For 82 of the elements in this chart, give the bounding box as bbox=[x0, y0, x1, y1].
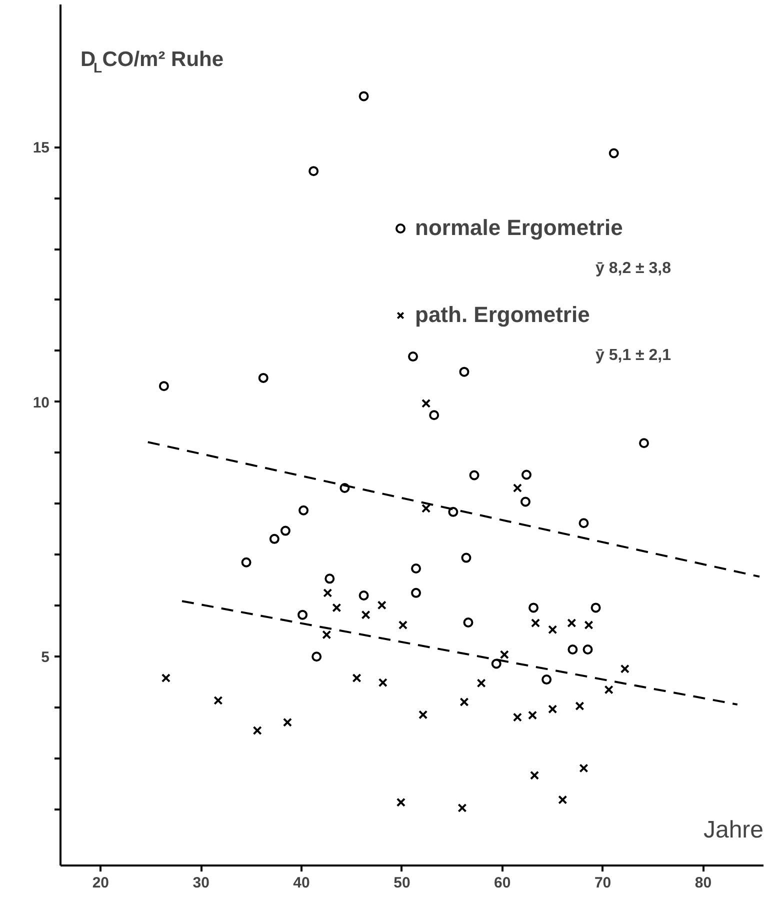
point bbox=[568, 644, 578, 654]
y-tick-label: 15 bbox=[32, 140, 50, 157]
point bbox=[520, 496, 530, 507]
point bbox=[298, 505, 309, 516]
x-tick-label: 40 bbox=[293, 874, 310, 892]
point bbox=[269, 534, 280, 544]
point bbox=[332, 603, 342, 612]
point bbox=[411, 588, 422, 598]
point bbox=[608, 148, 619, 158]
x-tick-label: 80 bbox=[694, 874, 712, 892]
x-tick-label: 30 bbox=[192, 874, 210, 892]
annotation: ȳ 5,1 ± 2,1 bbox=[596, 347, 672, 364]
x-tick-label: 60 bbox=[494, 874, 511, 892]
point bbox=[620, 664, 630, 674]
point bbox=[448, 506, 458, 517]
point bbox=[567, 618, 576, 628]
point bbox=[558, 795, 568, 804]
point bbox=[582, 644, 593, 654]
point bbox=[491, 658, 502, 669]
point bbox=[604, 685, 614, 694]
point bbox=[340, 482, 350, 493]
point bbox=[358, 590, 369, 600]
legend-label: normale Ergometrie bbox=[415, 214, 623, 242]
point bbox=[378, 678, 388, 688]
point bbox=[463, 617, 474, 628]
x-axis-title: Jahre bbox=[703, 816, 764, 844]
point bbox=[530, 618, 540, 628]
point bbox=[500, 650, 509, 660]
point bbox=[252, 726, 262, 736]
point bbox=[361, 610, 370, 620]
legend-label: path. Ergometrie bbox=[415, 301, 590, 329]
point bbox=[158, 381, 169, 392]
point bbox=[418, 710, 428, 720]
point bbox=[422, 504, 431, 513]
point bbox=[528, 602, 539, 613]
point bbox=[638, 438, 649, 448]
x-tick-label: 50 bbox=[394, 874, 410, 892]
point bbox=[461, 552, 472, 563]
point bbox=[548, 704, 558, 714]
point bbox=[575, 702, 584, 711]
point bbox=[396, 798, 406, 807]
point bbox=[214, 696, 223, 705]
point bbox=[579, 764, 588, 773]
point bbox=[358, 91, 369, 102]
annotation: ȳ 8,2 ± 3,8 bbox=[596, 260, 672, 277]
point bbox=[322, 630, 332, 640]
point bbox=[429, 410, 440, 420]
point bbox=[542, 674, 552, 685]
point bbox=[584, 620, 594, 630]
point bbox=[476, 678, 486, 688]
point bbox=[469, 470, 480, 480]
point bbox=[282, 718, 292, 727]
point bbox=[460, 697, 469, 706]
point bbox=[530, 770, 540, 780]
y-tick-label: 10 bbox=[32, 394, 50, 412]
point bbox=[324, 574, 335, 584]
point bbox=[512, 483, 522, 493]
point bbox=[422, 398, 431, 408]
point bbox=[308, 166, 319, 176]
x-tick-label: 70 bbox=[594, 874, 612, 892]
point bbox=[352, 673, 362, 683]
point bbox=[590, 602, 601, 613]
point bbox=[528, 710, 538, 720]
point bbox=[280, 526, 290, 536]
x-tick-label: 20 bbox=[92, 874, 110, 892]
point bbox=[398, 620, 408, 630]
point bbox=[411, 563, 422, 574]
point bbox=[323, 588, 332, 598]
point bbox=[408, 352, 418, 362]
y-tick-label: 5 bbox=[41, 649, 50, 666]
point bbox=[377, 600, 386, 610]
point bbox=[548, 625, 558, 634]
point bbox=[161, 673, 170, 683]
point bbox=[241, 557, 252, 568]
point bbox=[258, 372, 268, 383]
point bbox=[312, 652, 322, 662]
point bbox=[512, 712, 522, 722]
point bbox=[459, 366, 470, 377]
point bbox=[578, 518, 589, 528]
point bbox=[298, 610, 308, 620]
point bbox=[521, 470, 532, 480]
point bbox=[458, 803, 467, 812]
